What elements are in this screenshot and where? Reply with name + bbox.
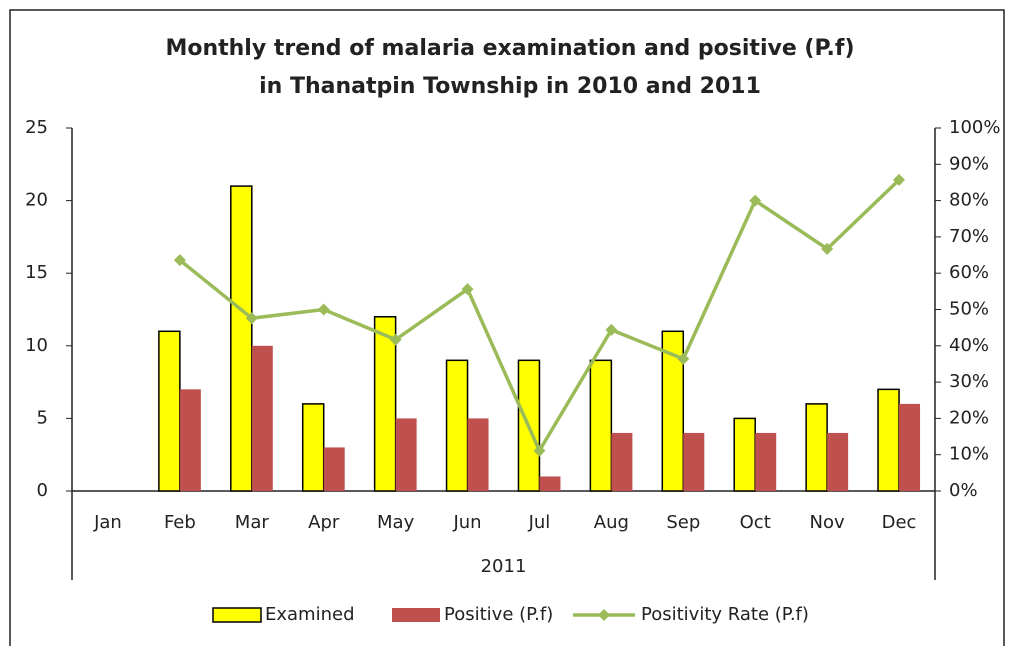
- x-tick-label: Nov: [810, 512, 845, 533]
- x-tick-label: Feb: [164, 512, 196, 533]
- legend-label: Examined: [265, 604, 355, 625]
- y2-tick-label: 80%: [949, 190, 989, 211]
- x-group-label: 2011: [481, 556, 527, 577]
- y2-tick-label: 0%: [949, 480, 978, 501]
- bar: [755, 432, 777, 491]
- bar: [158, 330, 181, 492]
- x-tick-label: Jun: [452, 512, 481, 533]
- y2-tick-label: 90%: [949, 153, 989, 174]
- legend-label: Positive (P.f): [444, 604, 553, 625]
- bar: [301, 403, 325, 492]
- x-tick-label: Mar: [235, 512, 270, 533]
- y2-tick-label: 50%: [949, 299, 989, 320]
- bar: [251, 345, 273, 491]
- y-tick-label: 0: [37, 480, 48, 501]
- marker: [389, 333, 402, 346]
- bar: [230, 185, 253, 492]
- y2-tick-label: 40%: [949, 335, 989, 356]
- x-tick-label: Jan: [93, 512, 122, 533]
- bar: [395, 418, 417, 491]
- x-tick-label: Jul: [528, 512, 551, 533]
- y-tick-label: 20: [25, 190, 48, 211]
- y2-tick-label: 60%: [949, 262, 989, 283]
- y-tick-label: 15: [25, 262, 48, 283]
- bar: [733, 417, 756, 492]
- y-tick-label: 10: [25, 335, 48, 356]
- marker: [821, 242, 834, 255]
- bar: [611, 432, 633, 491]
- marker: [173, 254, 186, 267]
- legend-marker: [598, 609, 610, 621]
- bar: [589, 359, 613, 492]
- bar: [805, 403, 828, 492]
- legend-swatch: [392, 608, 440, 622]
- bar: [373, 316, 397, 492]
- bar: [661, 330, 685, 492]
- marker: [533, 444, 546, 457]
- bar: [827, 432, 849, 491]
- y2-tick-label: 100%: [949, 117, 1000, 138]
- bar: [877, 388, 900, 492]
- marker: [461, 283, 474, 296]
- bar: [683, 432, 705, 491]
- legend-swatch: [212, 607, 262, 623]
- x-tick-label: Oct: [740, 512, 771, 533]
- y2-tick-label: 30%: [949, 371, 989, 392]
- marker: [893, 173, 906, 186]
- bar: [179, 389, 201, 491]
- y-tick-label: 25: [25, 117, 48, 138]
- marker: [245, 312, 258, 325]
- bar: [323, 447, 345, 491]
- x-tick-label: Aug: [594, 512, 629, 533]
- bar: [467, 418, 489, 491]
- y-tick-label: 5: [37, 407, 48, 428]
- x-tick-label: Apr: [308, 512, 340, 533]
- marker: [749, 194, 762, 207]
- legend-label: Positivity Rate (P.f): [641, 604, 809, 625]
- x-tick-label: Dec: [882, 512, 917, 533]
- marker: [605, 323, 618, 336]
- bar: [445, 359, 469, 492]
- chart-border: [9, 9, 1005, 646]
- y2-tick-label: 20%: [949, 407, 989, 428]
- x-tick-label: Sep: [666, 512, 700, 533]
- bar: [899, 403, 921, 491]
- marker: [677, 352, 690, 365]
- x-tick-label: May: [377, 512, 415, 533]
- chart-title: Monthly trend of malaria examination and…: [165, 36, 855, 99]
- marker: [317, 303, 330, 316]
- y2-tick-label: 10%: [949, 444, 989, 465]
- bar: [539, 476, 561, 491]
- y2-tick-label: 70%: [949, 226, 989, 247]
